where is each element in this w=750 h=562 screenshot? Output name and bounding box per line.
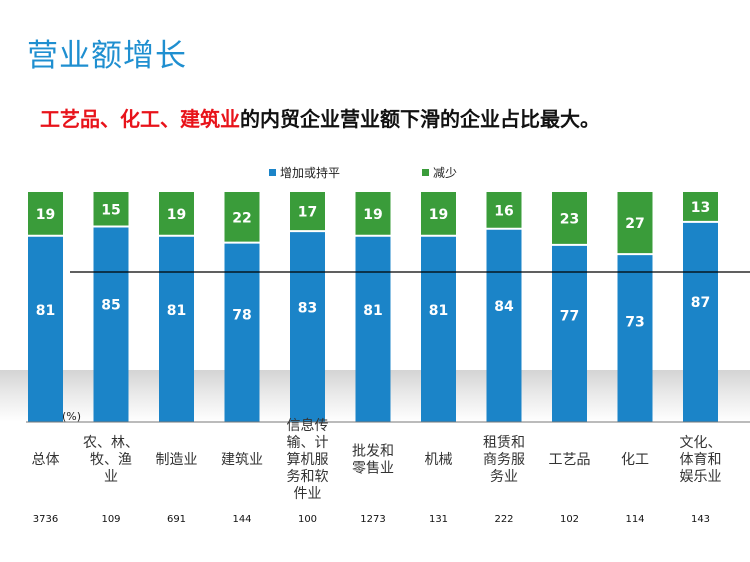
data-label-decrease: 23: [560, 211, 579, 227]
category-label: 化工: [621, 452, 649, 468]
category-label: 件业: [294, 486, 322, 502]
unit-label: (%): [62, 410, 81, 423]
bar-decrease: [28, 192, 63, 236]
page-subtitle: 工艺品、化工、建筑业的内贸企业营业额下滑的企业占比最大。: [40, 103, 600, 132]
data-label-increase: 81: [363, 303, 382, 319]
bar-increase: [421, 235, 456, 422]
category-label: 算机服: [287, 452, 329, 468]
data-label-decrease: 15: [101, 202, 120, 218]
sample-size-label: 102: [560, 514, 579, 525]
data-label-increase: 78: [232, 307, 251, 323]
data-label-decrease: 22: [232, 210, 251, 226]
bar-decrease: [486, 192, 522, 229]
category-label: 牧、渔: [90, 452, 132, 468]
data-label-decrease: 19: [36, 207, 55, 223]
sample-size-label: 114: [625, 514, 644, 525]
bar-increase: [355, 235, 391, 422]
data-label-increase: 81: [429, 303, 448, 319]
sample-size-label: 131: [429, 514, 448, 525]
legend-swatch-decrease: [422, 169, 429, 176]
category-label: 文化、: [680, 435, 722, 451]
bar-decrease: [617, 192, 653, 255]
data-label-decrease: 17: [298, 205, 317, 221]
category-label: 制造业: [156, 452, 198, 468]
legend-swatch-increase: [269, 169, 276, 176]
category-label: 租赁和: [483, 435, 525, 451]
subtitle-text: 的内贸企业营业额下滑的企业占比最大。: [240, 107, 600, 131]
category-label: 信息传: [287, 417, 329, 434]
data-label-increase: 84: [494, 299, 514, 315]
data-label-increase: 85: [101, 298, 120, 314]
category-label: 农、林、: [83, 435, 139, 451]
bar-increase: [28, 235, 63, 422]
bar-decrease: [552, 192, 587, 245]
data-label-increase: 83: [298, 300, 317, 316]
sample-size-label: 1273: [360, 514, 385, 525]
sample-size-label: 100: [298, 514, 317, 525]
legend-label-increase: 增加或持平: [280, 165, 340, 180]
category-label: 娱乐业: [680, 469, 722, 485]
bar-decrease: [355, 192, 391, 236]
category-label: 务业: [490, 469, 518, 485]
subtitle-highlight: 工艺品、化工、建筑业: [40, 107, 240, 131]
category-label: 务和软: [287, 469, 329, 485]
bar-decrease: [683, 192, 718, 222]
data-label-decrease: 16: [494, 203, 513, 219]
sample-size-label: 144: [232, 514, 251, 525]
data-label-decrease: 19: [429, 207, 448, 223]
sample-size-label: 691: [167, 514, 186, 525]
category-label: 总体: [32, 452, 60, 468]
sample-size-label: 222: [494, 514, 513, 525]
bar-decrease: [159, 192, 194, 236]
bar-decrease: [290, 192, 325, 232]
data-label-increase: 81: [36, 303, 55, 319]
category-label: 批发和: [352, 444, 394, 460]
data-label-decrease: 27: [625, 216, 644, 232]
bar-increase: [552, 244, 587, 422]
sample-size-label: 143: [691, 514, 710, 525]
category-label: 业: [104, 469, 118, 485]
category-label: 输、计: [287, 435, 329, 451]
category-label: 体育和: [680, 452, 722, 468]
bar-decrease: [224, 192, 260, 243]
category-label: 零售业: [352, 461, 394, 477]
data-label-increase: 77: [560, 309, 579, 325]
bar-increase: [683, 221, 718, 422]
data-label-decrease: 13: [691, 200, 710, 216]
data-label-increase: 73: [625, 314, 644, 330]
bar-decrease: [93, 192, 129, 227]
bar-increase: [617, 254, 653, 422]
bar-increase: [224, 242, 260, 422]
category-label: 机械: [425, 452, 453, 468]
category-label: 工艺品: [549, 452, 591, 468]
sample-size-label: 109: [101, 514, 120, 525]
bar-increase: [486, 228, 522, 422]
legend-label-decrease: 减少: [433, 166, 457, 180]
data-label-increase: 81: [167, 303, 186, 319]
data-label-decrease: 19: [167, 207, 186, 223]
data-label-increase: 87: [691, 295, 710, 311]
bar-decrease: [421, 192, 456, 236]
category-label: 建筑业: [221, 452, 263, 468]
data-label-decrease: 19: [363, 207, 382, 223]
category-label: 商务服: [483, 452, 525, 468]
bar-increase: [159, 235, 194, 422]
bar-increase: [93, 226, 129, 422]
sample-size-label: 3736: [33, 514, 58, 525]
page-title: 营业额增长: [27, 38, 187, 74]
bar-increase: [290, 231, 325, 422]
